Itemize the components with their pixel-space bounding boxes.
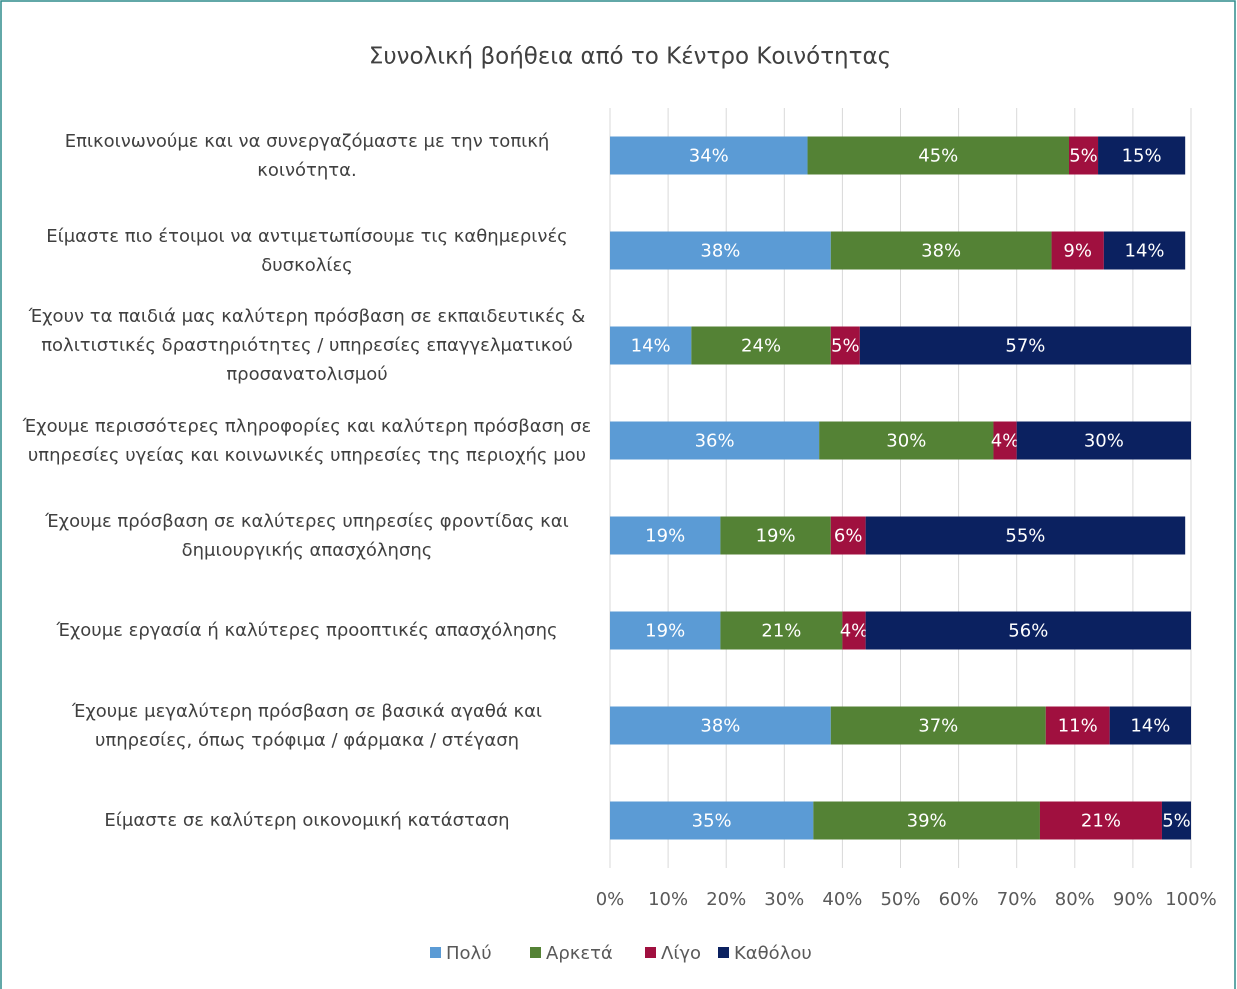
data-label: 21% [1081, 811, 1121, 832]
bar-segment [1051, 231, 1104, 270]
x-tick-label: 100% [1165, 889, 1216, 910]
bar-segment [830, 231, 1052, 270]
data-label: 5% [1069, 146, 1098, 167]
x-tick-label: 70% [997, 889, 1037, 910]
y-tick-label: Έχουμε εργασία ή καλύτερες προοπτικές απ… [56, 620, 558, 641]
bar-segment [691, 326, 831, 365]
bar-segment [610, 136, 808, 175]
x-tick-label: 20% [706, 889, 746, 910]
bar-segment [865, 516, 1186, 555]
y-tick-label: Έχουν τα παιδιά μας καλύτερη πρόσβαση σε… [28, 306, 586, 385]
data-label: 11% [1058, 716, 1098, 737]
data-label: 14% [631, 336, 671, 357]
legend-swatch [430, 947, 441, 958]
x-tick-label: 10% [648, 889, 688, 910]
legend-swatch [718, 947, 729, 958]
data-label: 38% [921, 241, 961, 262]
bar-segment [720, 516, 831, 555]
bar-segment [610, 801, 814, 840]
bar-segment [807, 136, 1069, 175]
legend-label: Λίγο [661, 943, 701, 964]
bar-segment [610, 421, 820, 460]
x-tick-label: 80% [1055, 889, 1095, 910]
data-label: 19% [645, 621, 685, 642]
data-label: 30% [886, 431, 926, 452]
data-label: 57% [1005, 336, 1045, 357]
data-label: 15% [1122, 146, 1162, 167]
bar-segment [830, 516, 866, 555]
bar-segment [1039, 801, 1162, 840]
data-label: 5% [831, 336, 860, 357]
data-label: 4% [840, 621, 869, 642]
data-label: 38% [700, 241, 740, 262]
data-label: 34% [689, 146, 729, 167]
data-label: 38% [700, 716, 740, 737]
data-label: 24% [741, 336, 781, 357]
data-label: 6% [834, 526, 863, 547]
legend-swatch [645, 947, 656, 958]
bar-segment [1103, 231, 1186, 270]
y-tick-label: Έχουμε μεγαλύτερη πρόσβαση σε βασικά αγα… [71, 700, 543, 751]
bar-segment [610, 231, 831, 270]
y-tick-label: Επικοινωνούμε και να συνεργαζόμαστε με τ… [64, 130, 550, 181]
bar-segment [610, 611, 721, 650]
data-label: 45% [918, 146, 958, 167]
bar-segment [1045, 706, 1110, 745]
data-label: 14% [1125, 241, 1165, 262]
data-label: 37% [918, 716, 958, 737]
bar-segment [1016, 421, 1191, 460]
bar-segment [1161, 801, 1191, 840]
x-tick-label: 90% [1113, 889, 1153, 910]
data-label: 9% [1063, 241, 1092, 262]
x-tick-label: 30% [764, 889, 804, 910]
y-tick-label: Είμαστε πιο έτοιμοι να αντιμετωπίσουμε τ… [46, 225, 568, 276]
bar-segment [610, 326, 692, 365]
bar-segment [813, 801, 1040, 840]
x-tick-label: 0% [596, 889, 625, 910]
chart-title: Συνολική βοήθεια από το Κέντρο Κοινότητα… [369, 44, 891, 70]
bar-segment [610, 516, 721, 555]
data-label: 4% [991, 431, 1020, 452]
bar-segment [819, 421, 994, 460]
data-label: 19% [756, 526, 796, 547]
data-label: 56% [1008, 621, 1048, 642]
y-tick-label: Είμαστε σε καλύτερη οικονομική κατάσταση [104, 810, 510, 831]
bar-segment [720, 611, 843, 650]
x-tick-label: 50% [880, 889, 920, 910]
data-label: 35% [692, 811, 732, 832]
bar-segment [610, 706, 831, 745]
data-label: 19% [645, 526, 685, 547]
bar-segment [830, 326, 860, 365]
x-tick-label: 40% [822, 889, 862, 910]
bar-segment [830, 706, 1046, 745]
data-label: 14% [1130, 716, 1170, 737]
bar-segment [865, 611, 1191, 650]
data-label: 30% [1084, 431, 1124, 452]
legend-label: Καθόλου [734, 943, 812, 964]
x-tick-label: 60% [939, 889, 979, 910]
y-tick-label: Έχουμε περισσότερες πληροφορίες και καλύ… [22, 415, 592, 466]
bar-segment [1109, 706, 1191, 745]
legend-label: Πολύ [446, 943, 492, 964]
data-label: 55% [1005, 526, 1045, 547]
legend-label: Αρκετά [546, 943, 613, 964]
y-tick-label: Έχουμε πρόσβαση σε καλύτερες υπηρεσίες φ… [45, 510, 569, 561]
bar-segment [859, 326, 1191, 365]
bar-segment [842, 611, 866, 650]
data-label: 5% [1162, 811, 1191, 832]
data-label: 36% [695, 431, 735, 452]
bar-segment [1098, 136, 1186, 175]
legend-swatch [530, 947, 541, 958]
bar-segment [993, 421, 1017, 460]
bar-segment [1068, 136, 1099, 175]
data-label: 39% [907, 811, 947, 832]
data-label: 21% [761, 621, 801, 642]
